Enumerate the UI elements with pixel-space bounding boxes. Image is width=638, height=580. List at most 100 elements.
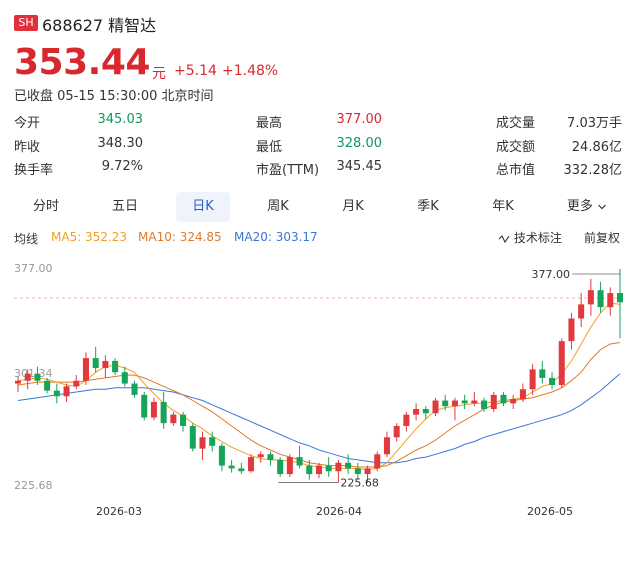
stock-name: 精智达: [108, 16, 157, 35]
candle-body: [112, 360, 119, 373]
candle-body: [92, 358, 99, 368]
x-label-may: 2026-05: [527, 505, 573, 518]
price-unit: 元: [152, 66, 166, 82]
price-change-pct: +1.48%: [222, 63, 279, 79]
open-label: 今开: [14, 116, 41, 131]
tab-more[interactable]: 更多: [556, 192, 618, 222]
kline-chart[interactable]: 377.00 225.68: [0, 255, 638, 495]
candle-body: [238, 468, 245, 472]
y-tick-mid: 301.34: [14, 367, 53, 380]
ma5-legend: MA5: 352.23: [51, 230, 128, 244]
tab-weekly-k[interactable]: 周K: [267, 199, 289, 214]
prev-close-label: 昨收: [14, 140, 41, 155]
stock-title: 688627 精智达: [42, 12, 156, 36]
candle-body: [325, 465, 332, 472]
market-status: 已收盘 05-15 15:30:00 北京时间: [14, 89, 214, 104]
candle-body: [413, 409, 420, 415]
candle-body: [121, 372, 128, 384]
tech-annotation-label: 技术标注: [513, 231, 562, 245]
candle-body: [374, 454, 381, 469]
price-change: +5.14: [174, 63, 217, 79]
candle-body: [451, 400, 458, 407]
low-label: 最低: [256, 140, 283, 155]
stock-code: 688627: [42, 16, 104, 35]
tab-monthly-k[interactable]: 月K: [342, 199, 364, 214]
candle-body: [286, 457, 293, 475]
candle-body: [102, 360, 109, 368]
low-annot-text: 225.68: [340, 477, 379, 490]
candle-body: [170, 414, 177, 424]
ma10-legend: MA10: 324.85: [138, 230, 222, 244]
open-value: 345.03: [97, 112, 144, 127]
candle-body: [306, 465, 313, 475]
candle-body: [257, 454, 264, 458]
high-value: 377.00: [336, 112, 383, 127]
y-tick-high: 377.00: [14, 262, 53, 275]
amount-value: 24.86亿: [571, 140, 622, 155]
amount-label: 成交额: [496, 140, 536, 155]
candle-body: [587, 290, 594, 305]
ma-label: 均线: [14, 232, 39, 246]
x-label-mar: 2026-03: [96, 505, 142, 518]
candle-body: [296, 457, 303, 466]
candle-body: [568, 318, 575, 342]
candle-body: [44, 380, 51, 391]
candle-body: [277, 459, 284, 475]
candle-body: [335, 462, 342, 472]
candle-body: [403, 414, 410, 426]
tech-annotation-button[interactable]: 技术标注: [498, 229, 562, 246]
candle-body: [549, 377, 556, 385]
candle-body: [14, 380, 22, 384]
candle-body: [63, 386, 70, 397]
candle-body: [578, 304, 585, 319]
candle-body: [500, 394, 507, 404]
candle-body: [471, 400, 478, 404]
adjust-button[interactable]: 前复权: [584, 231, 621, 245]
candle-body: [189, 425, 196, 449]
candle-body: [150, 401, 157, 418]
volume-label: 成交量: [496, 116, 536, 131]
candle-body: [393, 425, 400, 438]
candle-body: [442, 400, 449, 407]
pen-icon: [498, 234, 510, 243]
candle-body: [461, 400, 468, 404]
tab-yearly-k[interactable]: 年K: [492, 199, 514, 214]
candle-body: [131, 383, 138, 395]
candle-body: [24, 373, 31, 381]
tab-intraday[interactable]: 分时: [32, 199, 59, 214]
y-tick-low: 225.68: [14, 479, 53, 492]
candle-body: [481, 400, 488, 410]
candle-body: [160, 401, 167, 424]
candle-body: [345, 462, 352, 469]
ma20-legend: MA20: 303.17: [234, 230, 318, 244]
candle-body: [34, 373, 41, 381]
tab-quarterly-k[interactable]: 季K: [417, 199, 439, 214]
candle-body: [422, 409, 429, 414]
market-cap-label: 总市值: [496, 163, 536, 178]
candle-body: [519, 389, 526, 400]
candle-body: [53, 390, 60, 397]
candle-body: [383, 437, 390, 455]
pe-value: 345.45: [336, 159, 383, 174]
candle-body: [539, 369, 546, 378]
market-cap-value: 332.28亿: [563, 163, 623, 178]
candle-body: [529, 369, 536, 390]
candle-body: [364, 468, 371, 475]
high-annot-text: 377.00: [532, 268, 571, 281]
tab-five-day[interactable]: 五日: [111, 199, 138, 214]
exchange-badge: SH: [14, 15, 38, 31]
pe-label: 市盈(TTM): [256, 163, 320, 178]
current-price: 353.44: [14, 42, 150, 83]
candle-body: [616, 293, 624, 303]
candle-body: [267, 454, 274, 460]
low-value: 328.00: [336, 136, 383, 151]
volume-value: 7.03万手: [567, 116, 622, 131]
tab-daily-k[interactable]: 日K: [176, 192, 230, 222]
candle-body: [248, 457, 255, 472]
candle-body: [180, 414, 187, 426]
high-label: 最高: [256, 116, 283, 131]
candle-body: [432, 400, 439, 414]
candle-body: [315, 465, 323, 475]
turnover-label: 换手率: [14, 163, 54, 178]
candle-body: [597, 290, 604, 308]
